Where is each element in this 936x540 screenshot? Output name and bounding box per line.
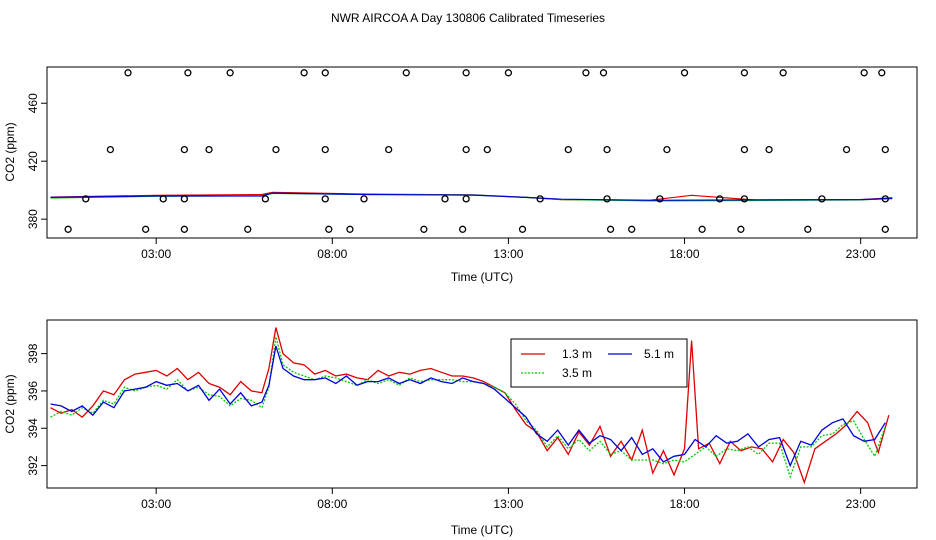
data-point: [842, 145, 851, 154]
top-y-tick-label: 420: [26, 151, 40, 171]
data-point: [818, 195, 826, 203]
data-point: [385, 145, 393, 154]
data-point: [441, 195, 449, 203]
data-point: [698, 225, 706, 233]
data-point: [518, 225, 527, 233]
data-point: [458, 225, 467, 233]
top-x-tick-label: 18:00: [670, 247, 700, 261]
data-point: [564, 145, 572, 154]
top-y-tick-label: 380: [26, 209, 40, 229]
bottom-x-tick-label: 13:00: [493, 497, 523, 511]
data-point: [582, 69, 590, 77]
data-point: [663, 145, 671, 154]
top-x-tick-label: 03:00: [141, 247, 171, 261]
data-point: [462, 145, 470, 154]
bottom-series-line-1-3-m: [50, 327, 890, 485]
top-y-tick-label: 460: [26, 93, 40, 113]
data-point: [462, 69, 470, 77]
data-point: [184, 69, 192, 77]
data-point: [180, 195, 189, 203]
top-plot-frame: [46, 66, 918, 239]
top-panel: 03:00 08:00 13:00 18:00 23:00 380 420 460 Time …: [3, 66, 918, 284]
data-point: [881, 195, 889, 203]
data-point: [656, 195, 664, 203]
bottom-x-tick-label: 23:00: [846, 497, 876, 511]
data-point: [180, 225, 189, 233]
data-point: [462, 195, 470, 203]
data-point: [536, 195, 544, 203]
bottom-series-line-3-5-m: [50, 336, 886, 479]
data-point: [360, 195, 368, 203]
data-point: [680, 69, 689, 77]
data-point: [141, 225, 150, 233]
top-x-tick-label: 08:00: [317, 247, 347, 261]
legend-label-5-1m: 5.1 m: [644, 347, 674, 361]
bottom-y-tick-label: 398: [26, 343, 40, 363]
data-point: [504, 69, 513, 77]
data-point: [716, 195, 724, 203]
data-point: [321, 195, 329, 203]
data-point: [300, 69, 308, 77]
data-point: [603, 195, 611, 203]
data-point: [205, 145, 213, 154]
bottom-panel: 03:00 08:00 13:00 18:00 23:00 392 394 396 398 Ti…: [3, 319, 918, 537]
bottom-series-line-5-1-m: [50, 345, 886, 468]
data-point: [628, 225, 636, 233]
data-point: [606, 225, 615, 233]
data-point: [420, 225, 428, 233]
top-x-tick-label: 23:00: [846, 247, 876, 261]
bottom-plot-frame: [46, 319, 918, 489]
bottom-y-tick-label: 392: [26, 455, 40, 475]
data-point: [860, 69, 868, 77]
bottom-x-tick-label: 08:00: [317, 497, 347, 511]
bottom-x-tick-label: 18:00: [670, 497, 700, 511]
data-point: [106, 145, 115, 154]
data-point: [82, 195, 90, 203]
top-x-tick-label: 13:00: [493, 247, 523, 261]
data-point: [346, 225, 354, 233]
data-point: [261, 195, 270, 203]
bottom-x-axis-label: Time (UTC): [451, 523, 513, 537]
legend: 1.3 m 3.5 m 5.1 m: [510, 338, 688, 388]
data-point: [878, 69, 886, 77]
legend-label-3-5m: 3.5 m: [562, 366, 592, 380]
data-point: [325, 225, 333, 233]
data-point: [740, 69, 749, 77]
top-y-axis-label: CO2 (ppm): [3, 122, 17, 181]
bottom-y-tick-label: 394: [26, 418, 40, 438]
chart-title: NWR AIRCOA A Day 130806 Calibrated Times…: [331, 11, 605, 25]
data-point: [226, 69, 234, 77]
data-point: [603, 145, 611, 154]
legend-label-1-3m: 1.3 m: [562, 347, 592, 361]
data-point: [321, 145, 329, 154]
legend-box: [510, 338, 688, 388]
data-point: [881, 145, 889, 154]
data-point: [599, 69, 608, 77]
bottom-y-axis-label: CO2 (ppm): [3, 374, 17, 433]
data-point: [159, 195, 167, 203]
data-point: [804, 225, 812, 233]
data-point: [483, 145, 491, 154]
data-point: [740, 195, 749, 203]
data-point: [765, 145, 773, 154]
data-point: [180, 145, 189, 154]
data-point: [881, 225, 889, 233]
data-point: [402, 69, 410, 77]
data-point: [779, 69, 787, 77]
top-x-axis-label: Time (UTC): [451, 270, 513, 284]
bottom-y-tick-label: 396: [26, 381, 40, 401]
data-point: [124, 69, 132, 77]
data-point: [321, 69, 329, 77]
data-point: [737, 225, 745, 233]
data-point: [244, 225, 252, 233]
data-point: [272, 145, 280, 154]
top-series-line-2: [50, 192, 893, 201]
data-point: [64, 225, 72, 233]
bottom-x-tick-label: 03:00: [141, 497, 171, 511]
data-point: [740, 145, 749, 154]
